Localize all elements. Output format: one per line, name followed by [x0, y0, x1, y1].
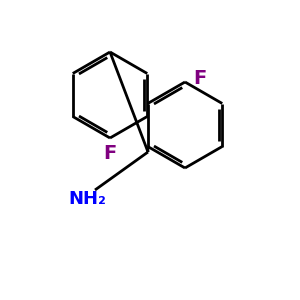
Text: F: F	[103, 144, 117, 163]
Text: NH₂: NH₂	[68, 190, 106, 208]
Text: F: F	[193, 68, 206, 88]
